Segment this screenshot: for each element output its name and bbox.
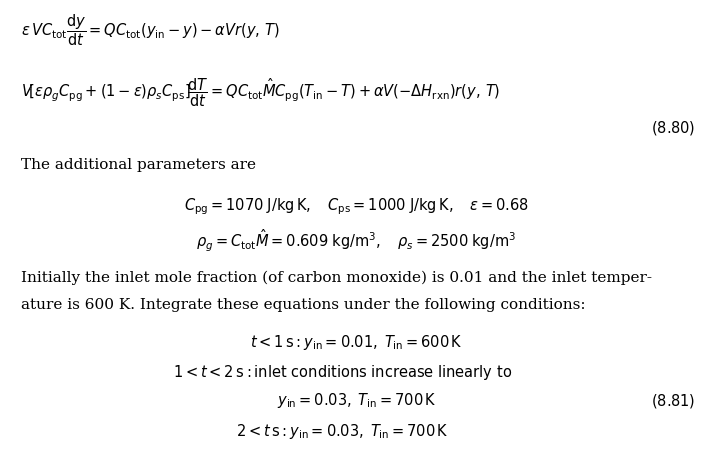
- Text: Initially the inlet mole fraction (of carbon monoxide) is 0.01 and the inlet tem: Initially the inlet mole fraction (of ca…: [21, 271, 652, 285]
- Text: $V\!\left[\varepsilon\rho_g C_{\mathrm{pg}} + (1-\varepsilon)\rho_s C_{\mathrm{p: $V\!\left[\varepsilon\rho_g C_{\mathrm{p…: [21, 77, 501, 109]
- Text: $C_{\mathrm{pg}} = 1070\;\mathrm{J/kg\,K},\quad C_{\mathrm{ps}} = 1000\;\mathrm{: $C_{\mathrm{pg}} = 1070\;\mathrm{J/kg\,K…: [184, 197, 529, 217]
- Text: $\varepsilon\, V C_{\mathrm{tot}} \dfrac{\mathrm{d}y}{\mathrm{d}t} = QC_{\mathrm: $\varepsilon\, V C_{\mathrm{tot}} \dfrac…: [21, 13, 280, 48]
- Text: ature is 600 K. Integrate these equations under the following conditions:: ature is 600 K. Integrate these equation…: [21, 298, 586, 312]
- Text: $(8.81)$: $(8.81)$: [651, 392, 695, 410]
- Text: $(8.80)$: $(8.80)$: [651, 119, 695, 137]
- Text: $\rho_g = C_{\mathrm{tot}}\hat{M} = 0.609\;\mathrm{kg/m^3},\quad \rho_s = 2500\;: $\rho_g = C_{\mathrm{tot}}\hat{M} = 0.60…: [196, 227, 517, 253]
- Text: $y_{\mathrm{in}} = 0.03,\; T_{\mathrm{in}} = 700\,\mathrm{K}$: $y_{\mathrm{in}} = 0.03,\; T_{\mathrm{in…: [277, 392, 436, 410]
- Text: $1 < t < 2\,\mathrm{s} : \mathrm{inlet\ conditions\ increase\ linearly\ to}$: $1 < t < 2\,\mathrm{s} : \mathrm{inlet\ …: [173, 363, 512, 381]
- Text: The additional parameters are: The additional parameters are: [21, 158, 257, 172]
- Text: $t < 1\,\mathrm{s} : y_{\mathrm{in}} = 0.01,\; T_{\mathrm{in}} = 600\,\mathrm{K}: $t < 1\,\mathrm{s} : y_{\mathrm{in}} = 0…: [250, 333, 463, 352]
- Text: $2 < t\,\mathrm{s} : y_{\mathrm{in}} = 0.03,\; T_{\mathrm{in}} = 700\,\mathrm{K}: $2 < t\,\mathrm{s} : y_{\mathrm{in}} = 0…: [236, 422, 448, 441]
